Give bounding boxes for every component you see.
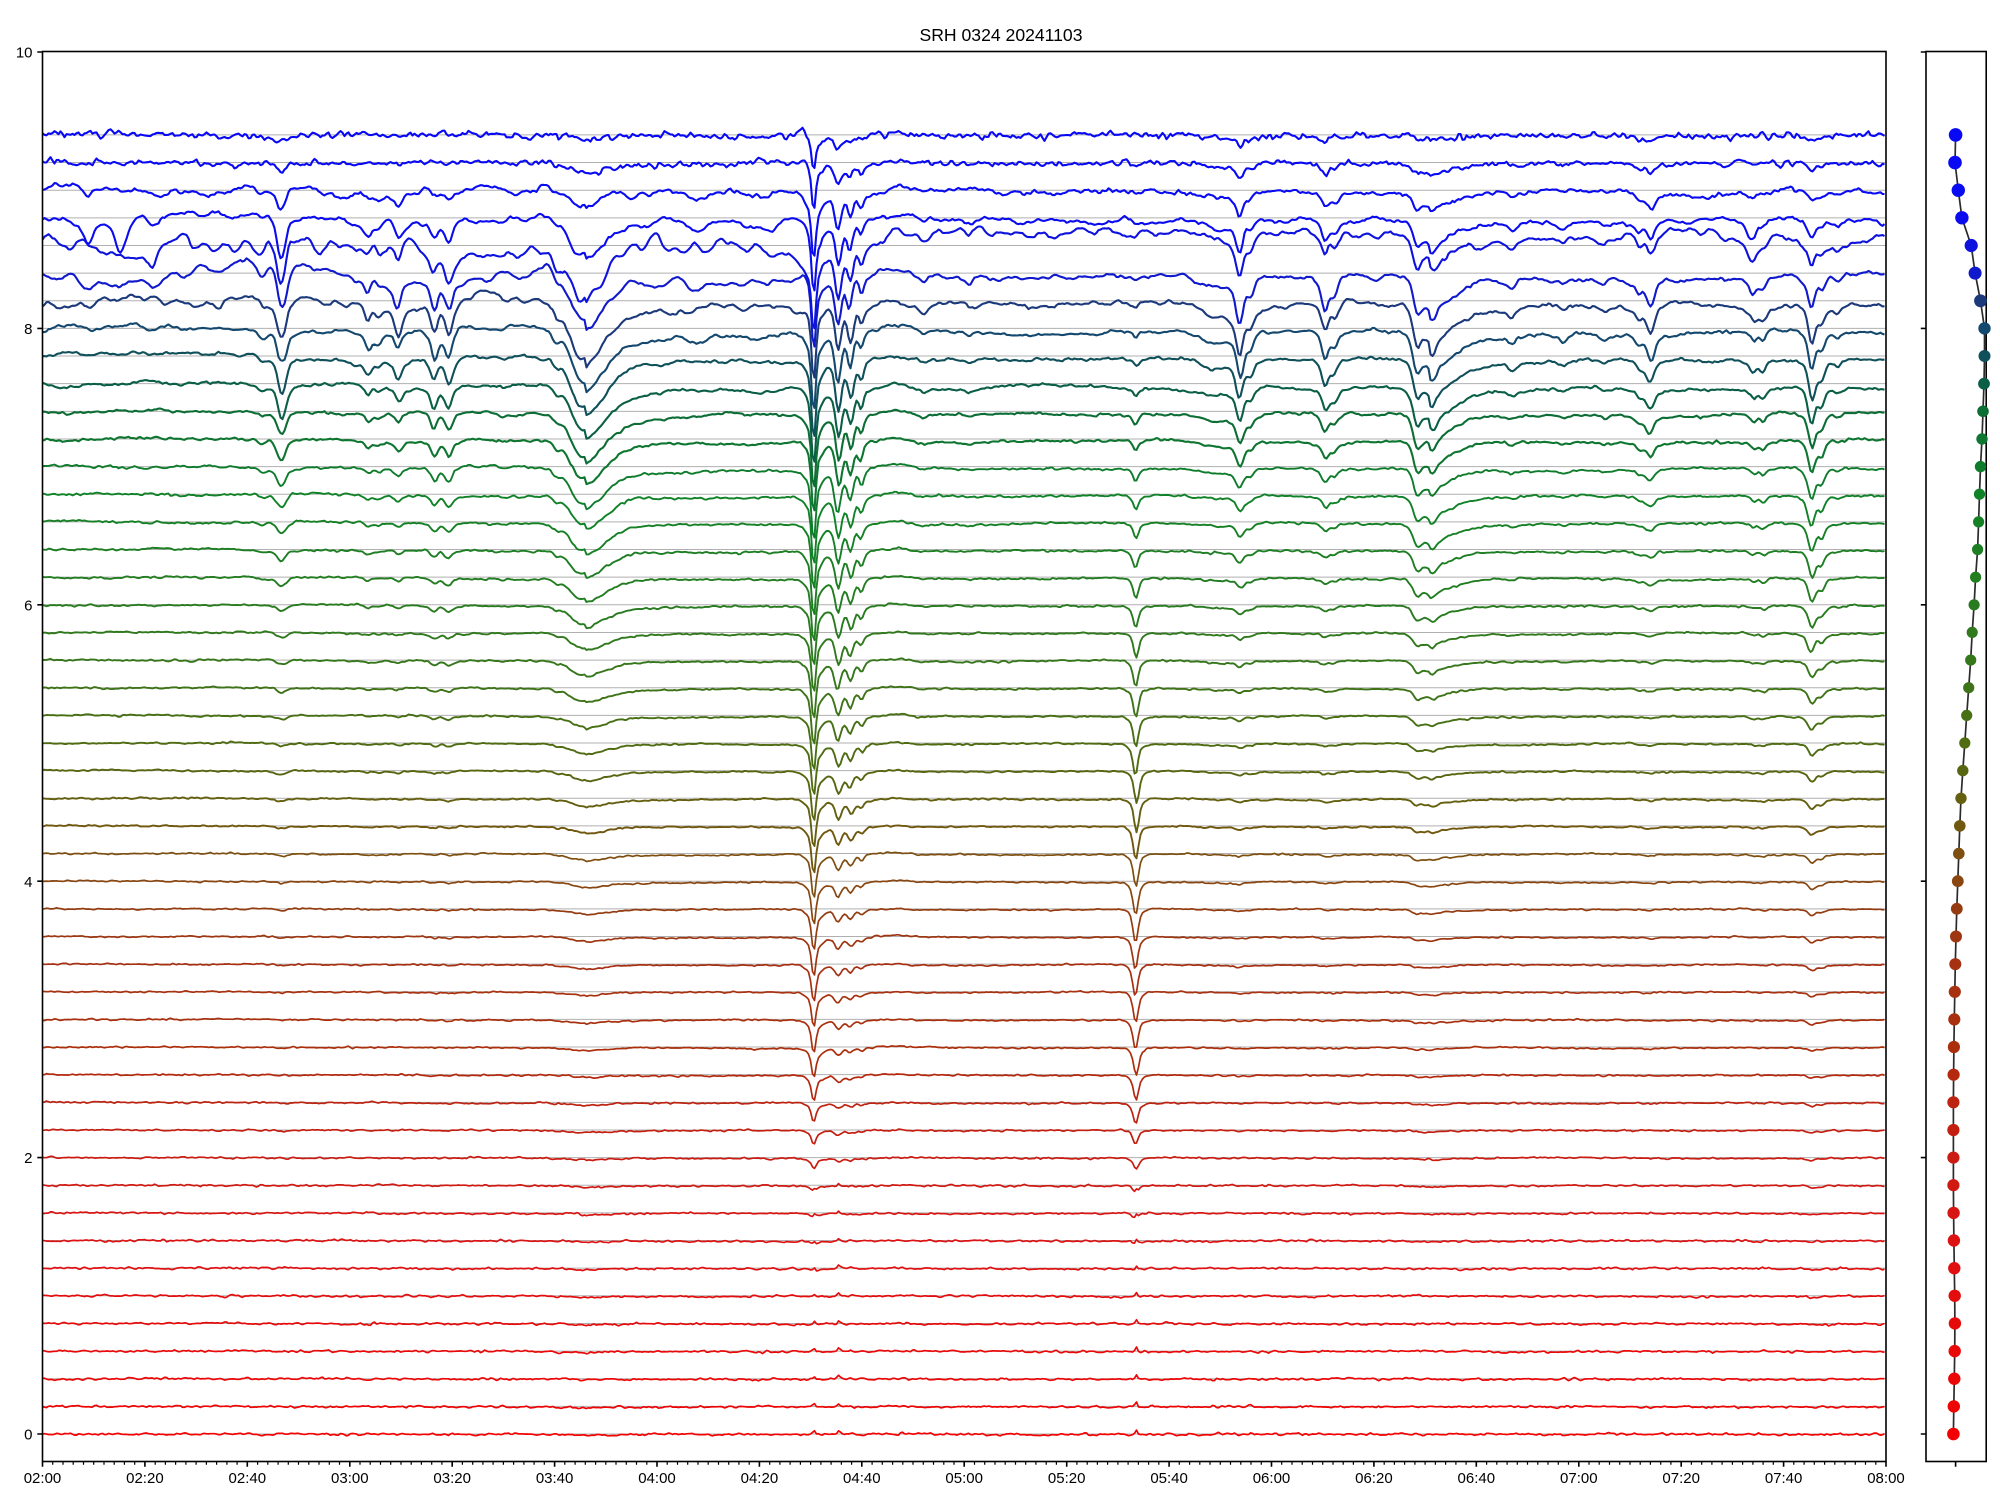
svg-text:06:40: 06:40 (1458, 1470, 1496, 1487)
svg-text:06:00: 06:00 (1253, 1470, 1291, 1487)
svg-text:04:20: 04:20 (741, 1470, 779, 1487)
svg-text:02:20: 02:20 (126, 1470, 164, 1487)
svg-text:07:20: 07:20 (1662, 1470, 1700, 1487)
svg-text:03:20: 03:20 (433, 1470, 471, 1487)
svg-text:4: 4 (24, 874, 32, 891)
svg-text:2: 2 (24, 1150, 32, 1167)
svg-text:05:40: 05:40 (1150, 1470, 1188, 1487)
svg-text:02:40: 02:40 (229, 1470, 267, 1487)
svg-text:08:00: 08:00 (1867, 1470, 1905, 1487)
svg-text:6: 6 (24, 597, 32, 614)
svg-text:03:00: 03:00 (331, 1470, 369, 1487)
svg-text:03:40: 03:40 (536, 1470, 574, 1487)
svg-text:SRH 0324 20241103: SRH 0324 20241103 (919, 25, 1082, 45)
svg-text:07:40: 07:40 (1765, 1470, 1803, 1487)
svg-text:04:40: 04:40 (843, 1470, 881, 1487)
svg-text:02:00: 02:00 (24, 1470, 62, 1487)
svg-text:07:00: 07:00 (1560, 1470, 1598, 1487)
svg-text:05:20: 05:20 (1048, 1470, 1086, 1487)
svg-text:06:20: 06:20 (1355, 1470, 1393, 1487)
svg-text:04:00: 04:00 (638, 1470, 676, 1487)
svg-text:10: 10 (16, 45, 33, 62)
svg-text:05:00: 05:00 (945, 1470, 983, 1487)
svg-text:0: 0 (24, 1427, 32, 1444)
svg-text:8: 8 (24, 321, 32, 338)
